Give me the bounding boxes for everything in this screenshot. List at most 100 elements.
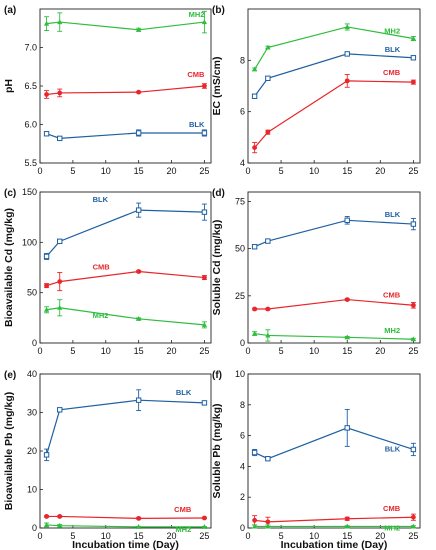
panel-label: (d) bbox=[212, 188, 225, 199]
data-point bbox=[410, 446, 417, 453]
data-point bbox=[252, 517, 258, 523]
data-point bbox=[201, 524, 208, 529]
y-tick-label: 4 bbox=[240, 461, 245, 471]
series-blk: BLK bbox=[43, 120, 208, 142]
x-tick-label: 25 bbox=[199, 531, 209, 541]
data-point bbox=[57, 90, 63, 96]
x-tick-label: 5 bbox=[70, 346, 75, 356]
x-tick-label: 5 bbox=[279, 346, 284, 356]
series-line bbox=[46, 209, 205, 257]
x-tick-label: 15 bbox=[342, 166, 352, 176]
x-tick-label: 0 bbox=[37, 531, 42, 541]
series-line bbox=[46, 21, 205, 31]
data-point bbox=[57, 522, 63, 528]
data-point bbox=[201, 400, 208, 406]
x-axis-title: Incubation time (Day) bbox=[72, 539, 179, 550]
y-axis-title: Soluble Cd (mg/kg) bbox=[211, 220, 223, 316]
plot-frame bbox=[39, 8, 212, 164]
y-axis-title: EC (mS/cm) bbox=[211, 57, 223, 116]
series-label: CMB bbox=[383, 68, 401, 77]
y-tick-label: 6.0 bbox=[24, 120, 37, 130]
panel-label: (e) bbox=[4, 370, 16, 381]
series-line bbox=[254, 80, 414, 148]
panel-label: (b) bbox=[212, 5, 225, 16]
chart-panel-4: (d) 0 5 10 15 20 25 0 25 50 75 Soluble Cd (mg/kg) BL… bbox=[211, 188, 421, 356]
data-point bbox=[344, 334, 350, 340]
data-point bbox=[344, 523, 350, 529]
data-point bbox=[265, 129, 271, 135]
data-point bbox=[57, 135, 63, 142]
x-tick-label: 20 bbox=[375, 346, 385, 356]
data-point bbox=[201, 322, 208, 327]
data-point bbox=[57, 279, 63, 284]
series-label: CMB bbox=[174, 505, 192, 514]
x-tick-label: 15 bbox=[134, 531, 144, 541]
y-tick-label: 8 bbox=[240, 400, 245, 410]
series-cmb: CMB bbox=[44, 70, 207, 99]
data-point bbox=[136, 524, 142, 529]
data-point bbox=[57, 407, 63, 413]
panel-label: (f) bbox=[212, 370, 222, 381]
data-point bbox=[252, 145, 258, 151]
series-blk: BLK bbox=[251, 408, 417, 462]
plot-frame bbox=[247, 373, 421, 529]
x-tick-label: 25 bbox=[408, 531, 418, 541]
series-blk: BLK bbox=[251, 210, 417, 250]
series-cmb: CMB bbox=[252, 290, 416, 312]
data-point bbox=[410, 221, 417, 227]
x-tick-label: 15 bbox=[342, 531, 352, 541]
x-tick-label: 10 bbox=[101, 166, 111, 176]
data-point bbox=[265, 44, 271, 50]
data-point bbox=[136, 89, 142, 95]
x-tick-label: 5 bbox=[279, 166, 284, 176]
chart-panel-5: (e) 0 5 10 15 20 25 0 10 20 30 40 Bioavailable Pb (m… bbox=[3, 369, 212, 550]
plot-frame bbox=[247, 191, 421, 344]
data-point bbox=[202, 275, 207, 280]
y-tick-label: 6 bbox=[240, 107, 245, 117]
data-point bbox=[344, 217, 350, 224]
y-tick-label: 40 bbox=[27, 369, 37, 379]
x-tick-label: 20 bbox=[167, 346, 177, 356]
data-point bbox=[410, 523, 416, 529]
y-tick-label: 50 bbox=[27, 288, 37, 298]
x-tick-label: 0 bbox=[245, 166, 250, 176]
data-point bbox=[135, 207, 142, 213]
series-line bbox=[46, 515, 205, 519]
data-point bbox=[252, 330, 258, 336]
series-mh2: MH2 bbox=[252, 23, 416, 72]
x-tick-label: 20 bbox=[375, 166, 385, 176]
x-tick-label: 20 bbox=[167, 166, 177, 176]
y-tick-label: 6.5 bbox=[24, 81, 37, 91]
y-tick-label: 10 bbox=[27, 485, 37, 495]
y-axis-title: pH bbox=[3, 79, 15, 93]
data-point bbox=[44, 92, 49, 97]
panel-label: (a) bbox=[4, 5, 16, 16]
data-point bbox=[252, 306, 258, 312]
series-label: BLK bbox=[93, 195, 109, 204]
data-point bbox=[344, 78, 350, 84]
series-mh2: MH2 bbox=[252, 523, 416, 532]
y-tick-label: 25 bbox=[235, 291, 245, 301]
series-line bbox=[46, 132, 205, 139]
y-axis-title: Bioavailable Cd (mg/kg) bbox=[3, 208, 15, 327]
data-point bbox=[344, 24, 350, 29]
y-tick-label: 7.0 bbox=[24, 43, 37, 53]
series-line bbox=[254, 26, 414, 70]
series-line bbox=[254, 298, 414, 310]
data-point bbox=[344, 51, 350, 57]
series-label: CMB bbox=[383, 504, 401, 513]
series-mh2: MH2 bbox=[43, 10, 208, 34]
data-point bbox=[201, 130, 208, 136]
y-tick-label: 0 bbox=[240, 523, 245, 533]
x-axis-title: Incubation time (Day) bbox=[281, 539, 388, 550]
x-tick-label: 0 bbox=[37, 166, 42, 176]
data-point bbox=[43, 452, 50, 458]
series-blk: BLK bbox=[43, 388, 208, 462]
data-point bbox=[201, 19, 208, 25]
data-point bbox=[202, 515, 207, 521]
data-point bbox=[57, 19, 63, 25]
y-tick-label: 8 bbox=[240, 55, 245, 65]
series-cmb: CMB bbox=[44, 263, 207, 292]
y-tick-label: 6 bbox=[240, 431, 245, 441]
data-point bbox=[43, 306, 50, 312]
